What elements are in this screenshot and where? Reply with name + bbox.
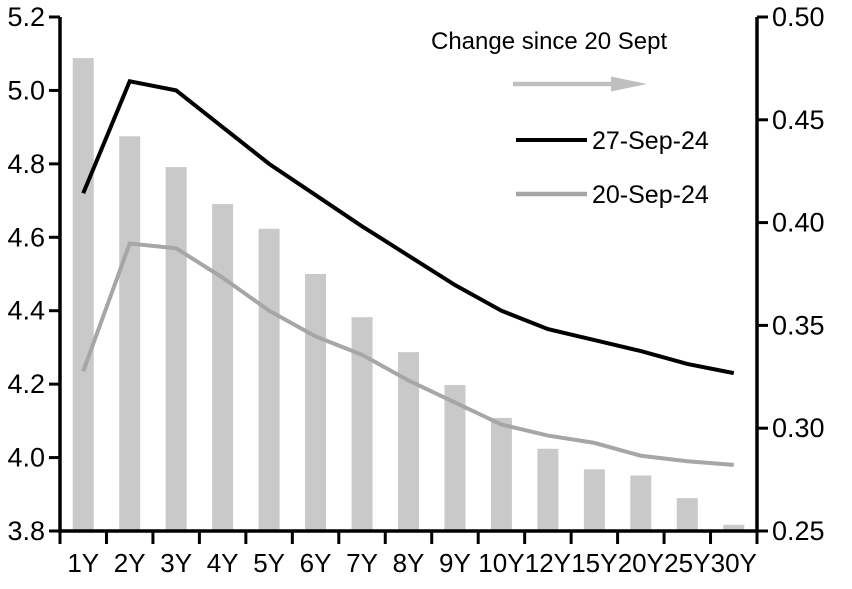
left-axis-tick-label: 4.0 (7, 443, 45, 473)
series-line-27-sep-24 (81, 78, 735, 376)
x-axis-category-label: 4Y (207, 548, 239, 578)
left-axis-tick-label: 4.6 (7, 222, 45, 252)
left-axis-tick-label: 5.2 (7, 2, 45, 32)
x-axis-category-label: 5Y (253, 548, 285, 578)
bar-9Y (444, 385, 466, 531)
legend-label-20-sep-24: 20-Sep-24 (592, 181, 709, 209)
x-axis-category-label: 15Y (571, 548, 617, 578)
left-axis-tick-label: 4.2 (7, 369, 45, 399)
bar-3Y (165, 167, 187, 531)
bar-30Y (723, 524, 745, 531)
bar-7Y (351, 317, 373, 531)
bar-12Y (537, 448, 559, 531)
bar-15Y (583, 469, 605, 531)
bar-2Y (119, 136, 141, 532)
bar-4Y (212, 204, 234, 531)
right-axis-tick-label: 0.45 (772, 105, 825, 135)
right-arrow-icon (513, 76, 647, 92)
x-axis-category-label: 20Y (618, 548, 664, 578)
x-axis-category-label: 8Y (393, 548, 425, 578)
right-axis-tick-label: 0.35 (772, 310, 825, 340)
bar-25Y (676, 498, 698, 531)
right-axis-tick-label: 0.30 (772, 413, 825, 443)
left-axis-tick-label: 4.8 (7, 149, 45, 179)
x-axis-category-label: 2Y (114, 548, 146, 578)
right-axis-tick-label: 0.40 (772, 208, 825, 238)
bar-10Y (490, 417, 512, 531)
bar-8Y (398, 352, 419, 531)
bar-20Y (630, 475, 652, 531)
legend-label-27-sep-24: 27-Sep-24 (592, 127, 709, 155)
legend: Change since 20 Sept 27-Sep-24 20-Sep-24 (431, 28, 709, 209)
axes (49, 15, 768, 544)
left-axis-tick-label: 4.4 (7, 296, 45, 326)
left-axis-tick-label: 5.0 (7, 75, 45, 105)
x-axis-category-label: 30Y (711, 548, 757, 578)
bar-6Y (305, 274, 327, 531)
x-axis-category-label: 3Y (160, 548, 192, 578)
bar-1Y (72, 58, 94, 532)
x-axis-category-label: 1Y (67, 548, 99, 578)
left-axis-tick-label: 3.8 (7, 516, 45, 546)
series-line-20-sep-24 (81, 241, 734, 467)
legend-title: Change since 20 Sept (431, 28, 668, 55)
x-axis-category-label: 25Y (664, 548, 710, 578)
axis-tick-labels: 5.2 5.0 4.8 4.6 4.4 4.2 4.0 3.8 0.50 0.45 0.40 0.35… (7, 2, 824, 578)
x-axis-category-label: 10Y (478, 548, 524, 578)
right-axis-tick-label: 0.25 (772, 516, 825, 546)
bar-5Y (258, 228, 280, 531)
x-axis-category-label: 12Y (525, 548, 571, 578)
x-axis-category-label: 9Y (439, 548, 471, 578)
x-axis-category-label: 7Y (346, 548, 378, 578)
bars-change-since-20-sept (72, 58, 745, 532)
x-axis-category-label: 6Y (300, 548, 332, 578)
right-axis-tick-label: 0.50 (772, 2, 825, 32)
